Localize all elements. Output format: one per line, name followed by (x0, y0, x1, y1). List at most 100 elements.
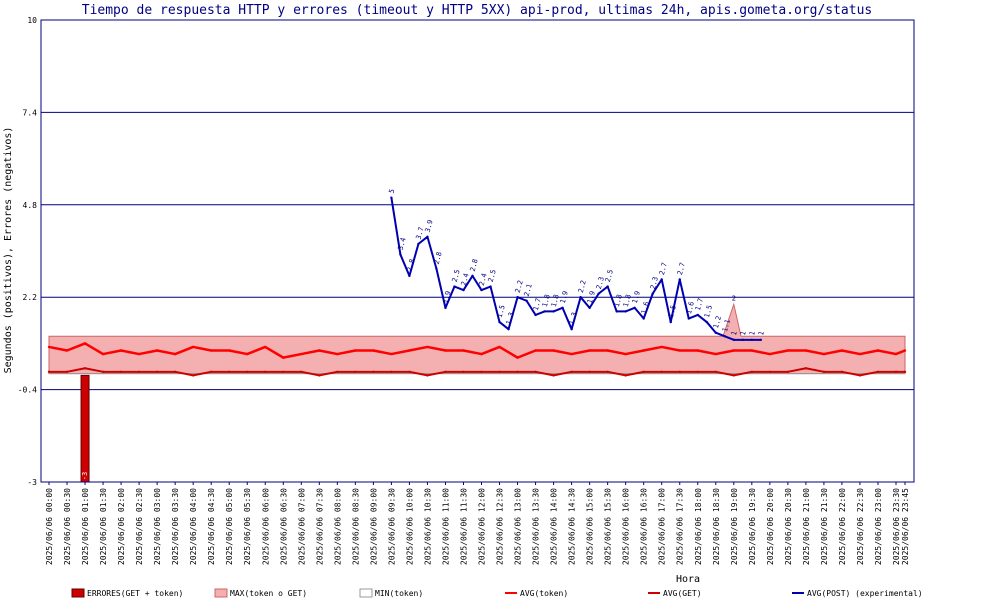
series-point (588, 370, 591, 374)
series-point (209, 349, 213, 352)
post-data-label: 3.9 (424, 219, 435, 233)
post-data-label: 1 (739, 330, 748, 336)
plot-frame (40, 19, 915, 483)
post-data-label: 1.3 (505, 311, 516, 325)
series-point (191, 345, 195, 349)
series-point (264, 345, 267, 349)
series-point (678, 278, 681, 281)
series-point (336, 352, 339, 356)
x-tick-label: 2025/06/06 12:30 (496, 488, 505, 565)
x-tick-label: 2025/06/06 01:00 (81, 488, 90, 565)
series-point (282, 356, 285, 359)
y-tick-label: 4.8 (23, 201, 38, 210)
post-data-label: 1 (757, 330, 766, 336)
series-point (588, 349, 591, 352)
legend-label: AVG(GET) (663, 589, 702, 598)
series-point (768, 352, 772, 356)
series-point (498, 345, 501, 349)
x-tick-label: 2025/06/06 16:30 (640, 488, 649, 565)
series-point (903, 370, 907, 374)
error-bar (80, 374, 90, 483)
series-point (444, 306, 447, 310)
x-tick-label: 2025/06/06 05:30 (243, 488, 252, 565)
series-point (453, 285, 456, 288)
series-point (516, 356, 519, 359)
series-point (47, 345, 51, 349)
series-point (534, 313, 537, 317)
series-point (101, 370, 105, 374)
series-point (822, 352, 826, 356)
post-data-label: 2.3 (649, 276, 660, 290)
post-data-label: 3.7 (415, 226, 426, 240)
series-point (507, 327, 510, 331)
data-label-layer: 2-353.42.83.73.92.81.92.52.42.82.42.51.5… (81, 188, 766, 480)
series-point (390, 370, 393, 374)
max-area (48, 302, 906, 375)
series-point (876, 349, 880, 352)
series-point (336, 370, 339, 374)
series-point (732, 374, 735, 377)
x-tick-label: 2025/06/06 06:30 (279, 488, 288, 565)
series-point (633, 306, 636, 310)
x-tick-layer: 2025/06/06 00:00 2025/06/06 00:30 2025/06/… (45, 482, 910, 565)
x-tick-label: 2025/06/06 08:00 (333, 488, 342, 565)
x-tick-label: 2025/06/06 14:30 (568, 488, 577, 565)
series-point (570, 370, 573, 374)
post-data-label: 1.7 (694, 297, 705, 311)
series-point (741, 338, 745, 342)
x-tick-label: 2025/06/06 10:30 (423, 488, 432, 565)
x-tick-label: 2025/06/06 22:30 (856, 488, 865, 565)
series-point (137, 370, 141, 374)
y-axis-label: Segundos (positivos), Errores (negativos… (3, 127, 14, 374)
series-point (282, 370, 285, 374)
series-point (534, 370, 537, 374)
x-tick-label: 2025/06/06 12:00 (478, 488, 487, 565)
series-point (489, 285, 492, 288)
series-point (83, 342, 87, 345)
series-point (228, 370, 231, 374)
series-point (903, 349, 907, 352)
post-data-label: 1.6 (640, 301, 651, 315)
post-data-label: 1 (748, 330, 757, 336)
series-point (552, 374, 555, 377)
series-point (624, 310, 627, 313)
x-tick-label: 2025/06/06 09:30 (387, 488, 396, 565)
series-point (444, 370, 447, 374)
x-tick-label: 2025/06/06 00:00 (45, 488, 54, 565)
post-data-label: 1.2 (712, 315, 723, 329)
series-point (804, 367, 808, 370)
series-point (561, 306, 564, 310)
series-point (696, 370, 699, 374)
series-point (83, 367, 87, 370)
series-point (732, 338, 735, 342)
x-tick-label: 2025/06/06 15:00 (586, 488, 595, 565)
series-point (246, 370, 249, 374)
x-tick-label: 2025/06/06 22:00 (838, 488, 847, 565)
x-tick-label: 2025/06/06 07:00 (297, 488, 306, 565)
series-point (750, 338, 754, 342)
x-tick-label: 2025/06/06 17:00 (658, 488, 667, 565)
series-point (624, 374, 627, 377)
series-point (426, 235, 429, 238)
series-point (173, 352, 177, 356)
series-point (516, 370, 519, 374)
series-point (354, 349, 357, 352)
series-point (687, 317, 690, 320)
post-data-label: 1.9 (559, 290, 570, 304)
series-point (417, 242, 420, 246)
series-point (480, 352, 483, 356)
x-tick-label: 2025/06/06 14:00 (550, 488, 559, 565)
post-data-label: 1.5 (667, 304, 678, 318)
series-point (173, 370, 177, 374)
post-data-label: 2.8 (469, 258, 480, 272)
series-point (876, 370, 880, 374)
x-tick-label: 2025/06/06 19:30 (748, 488, 757, 565)
post-data-label: 2.7 (676, 262, 687, 276)
series-point (696, 313, 699, 317)
x-tick-label: 2025/06/06 02:00 (117, 488, 126, 565)
post-data-label: 2.5 (604, 269, 615, 283)
post-data-label: 1.5 (496, 304, 507, 318)
legend-swatch (214, 588, 228, 598)
post-data-label: 1.9 (586, 290, 597, 304)
